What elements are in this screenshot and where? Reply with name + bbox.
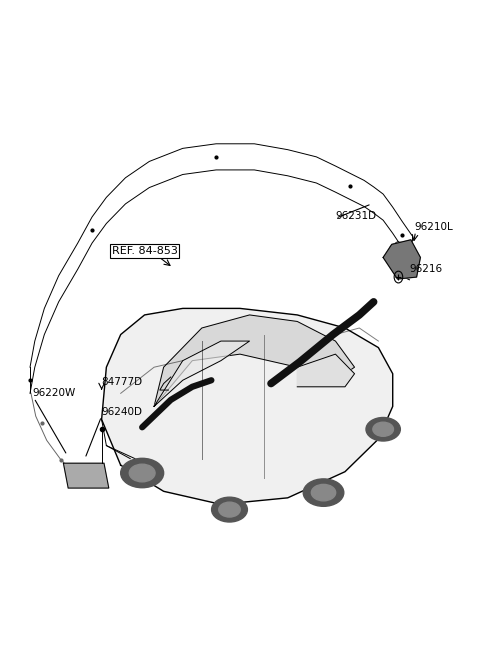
Text: REF. 84-853: REF. 84-853 [112,246,178,256]
Ellipse shape [366,417,400,441]
Ellipse shape [212,497,247,522]
Ellipse shape [312,484,336,501]
Polygon shape [383,240,420,279]
Text: 96216: 96216 [409,264,443,274]
Text: 96231D: 96231D [336,211,377,220]
Polygon shape [102,308,393,504]
Ellipse shape [303,479,344,506]
Ellipse shape [129,464,155,482]
Polygon shape [154,341,250,406]
Ellipse shape [120,459,164,487]
Text: 84777D: 84777D [102,377,143,386]
Ellipse shape [219,502,240,517]
Text: 96240D: 96240D [102,407,143,417]
Polygon shape [63,463,109,488]
Polygon shape [154,315,355,406]
Text: 96210L: 96210L [414,222,453,232]
Text: 96220W: 96220W [33,388,76,398]
Polygon shape [297,354,355,387]
Ellipse shape [373,422,394,436]
